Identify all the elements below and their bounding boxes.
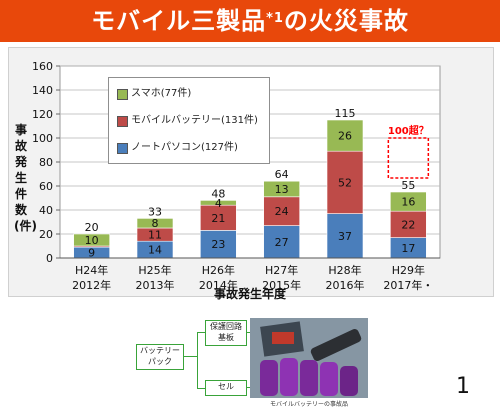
bar-segment — [200, 204, 237, 231]
x-tick-label: H26年 — [202, 263, 235, 277]
chart-legend: スマホ(77件) モバイルバッテリー(131件) ノートパソコン(127件) — [108, 77, 270, 164]
bar-segment — [263, 225, 300, 259]
page-number: 1 — [456, 374, 470, 399]
data-label: 26 — [338, 130, 352, 143]
x-tick-label: H27年 — [265, 263, 298, 277]
data-label: 22 — [401, 218, 415, 231]
x-tick-label: 2012年 — [72, 278, 111, 292]
bar-segment — [200, 200, 237, 206]
bar-segment — [136, 218, 174, 229]
connector-line — [197, 388, 205, 389]
total-label: 64 — [275, 168, 289, 181]
y-tick-label: 120 — [32, 108, 53, 121]
bar-segment — [326, 150, 364, 214]
y-tick-label: 60 — [39, 180, 53, 193]
connector-line — [183, 356, 197, 357]
battery-pack-diagram: バッテリー パック 保護回路 基板 セル — [0, 300, 500, 414]
legend-label-laptop: ノートパソコン(127件) — [131, 142, 238, 153]
data-label: 17 — [401, 242, 415, 255]
legend-swatch-smartphone — [117, 89, 128, 100]
total-label: 115 — [335, 107, 356, 120]
x-tick-label: 2014年 — [199, 278, 238, 292]
x-tick-label: H29年 — [392, 263, 425, 277]
y-tick-label: 0 — [46, 252, 53, 265]
connector-line — [197, 332, 205, 333]
y-tick-label: 140 — [32, 84, 53, 97]
x-tick-label: 2015年 — [262, 278, 301, 292]
title-suffix: の火災事故 — [283, 7, 409, 35]
bar-segment — [73, 233, 110, 247]
product-photo — [250, 318, 368, 398]
y-tick-label: 40 — [39, 204, 53, 217]
y-tick-label: 80 — [39, 156, 53, 169]
data-label: 8 — [152, 217, 159, 230]
data-label: 4 — [215, 197, 222, 210]
legend-label-smartphone: スマホ(77件) — [131, 88, 192, 99]
photo-illustration — [250, 318, 368, 398]
legend-label-mobile-battery: モバイルバッテリー(131件) — [131, 115, 258, 126]
y-tick-label: 20 — [39, 228, 53, 241]
legend-swatch-laptop — [117, 143, 128, 154]
bar-segment — [326, 119, 364, 152]
bar-segment — [326, 213, 364, 259]
x-tick-label: H24年 — [75, 263, 108, 277]
data-label: 21 — [211, 212, 225, 225]
data-label: 11 — [148, 229, 162, 242]
x-tick-label: 2016年 — [326, 278, 365, 292]
y-tick-label: 160 — [32, 60, 53, 73]
data-label: 27 — [275, 236, 289, 249]
total-label: 20 — [85, 221, 99, 234]
bar-segment — [263, 180, 300, 198]
annotation-label: 100超？ — [388, 124, 429, 137]
x-tick-label: H28年 — [328, 263, 361, 277]
total-label: 55 — [401, 179, 415, 192]
x-tick-label: 2013年 — [136, 278, 175, 292]
data-label: 37 — [338, 230, 352, 243]
connector-line — [197, 332, 198, 388]
cell-box: セル — [205, 380, 247, 396]
data-label: 16 — [401, 196, 415, 209]
y-tick-label: 100 — [32, 132, 53, 145]
data-label: 13 — [275, 183, 289, 196]
total-label: 48 — [211, 187, 225, 200]
x-axis-label: 事故発生年度 — [214, 286, 287, 300]
protection-circuit-box: 保護回路 基板 — [205, 320, 247, 346]
photo-caption: モバイルバッテリーの事故品 — [269, 401, 348, 408]
y-axis-label: 事故発生件数(件) — [14, 123, 37, 233]
total-label: 33 — [148, 205, 162, 218]
bar-segment — [390, 210, 427, 238]
data-label: 10 — [85, 234, 99, 247]
annotation-box — [387, 137, 430, 179]
x-tick-label: H25年 — [138, 263, 171, 277]
data-label: 52 — [338, 176, 352, 189]
title-footnote-mark: *1 — [266, 11, 284, 26]
data-label: 14 — [148, 244, 162, 257]
data-label: 9 — [88, 247, 95, 260]
battery-pack-box: バッテリー パック — [136, 344, 184, 370]
title-bar — [0, 0, 500, 42]
legend-swatch-mobile-battery — [117, 116, 128, 127]
bar-segment — [200, 230, 237, 259]
x-tick-label: 2017年・ — [383, 278, 433, 292]
page-title: モバイル三製品*1の火災事故 — [0, 4, 500, 38]
data-label: 23 — [211, 238, 225, 251]
data-label: 24 — [275, 205, 289, 218]
bar-segment — [390, 191, 427, 212]
title-main: モバイル三製品 — [91, 7, 267, 35]
